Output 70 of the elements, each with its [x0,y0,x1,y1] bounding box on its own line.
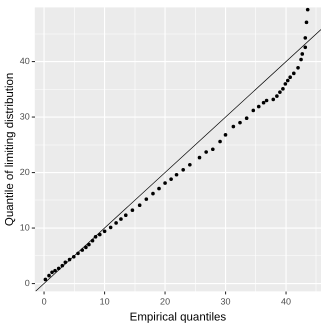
point [72,254,76,259]
point [114,221,118,225]
point [244,116,248,120]
point [299,58,303,62]
point [286,78,290,82]
point [284,82,288,86]
point [204,150,208,154]
point [108,226,112,230]
x-tick-label: 0 [42,296,47,306]
point [296,66,300,70]
point [292,72,296,76]
y-axis-title: Quantile of limiting distribution [4,72,16,226]
point [198,156,202,160]
point [124,213,128,218]
point [262,100,266,105]
point [64,260,68,264]
point [304,20,308,24]
x-tick-label: 30 [220,296,231,306]
y-tick-label: 0 [24,278,30,288]
x-tick-label: 40 [280,296,291,306]
x-axis-title: Empirical quantiles [130,311,226,324]
y-tick-label: 20 [20,167,30,178]
point [44,278,48,282]
point [188,162,192,167]
point [84,246,88,250]
point [264,98,268,102]
point [102,229,106,234]
point [303,46,308,50]
point [232,124,236,128]
point [80,248,84,252]
point [119,217,123,221]
point [53,268,57,272]
point [98,232,102,236]
point [60,264,64,268]
point [256,104,261,108]
point [306,8,310,12]
point [211,147,215,152]
y-tick-label: 10 [20,222,30,232]
point [76,252,80,256]
point [252,108,256,112]
point [87,242,91,246]
y-tick-label: 40 [20,56,30,66]
point [144,197,148,201]
point [271,98,276,102]
point [94,235,98,239]
point [288,75,292,80]
point [169,177,173,181]
point [174,172,178,177]
point [218,140,222,144]
point [56,266,60,270]
point [50,270,54,274]
point [300,52,304,56]
point [224,133,228,137]
point [278,90,282,94]
y-tick-label: 30 [20,112,30,122]
point [47,274,51,278]
point [157,186,161,190]
point [90,238,94,242]
point [275,94,279,98]
point [151,192,155,196]
x-tick-label: 20 [160,296,170,306]
point [163,181,167,185]
x-tick-label: 10 [100,296,110,306]
point [130,208,134,212]
point [303,36,308,40]
point [238,120,242,124]
point [281,87,285,91]
point [138,203,142,208]
point [68,258,72,262]
point [181,168,185,172]
